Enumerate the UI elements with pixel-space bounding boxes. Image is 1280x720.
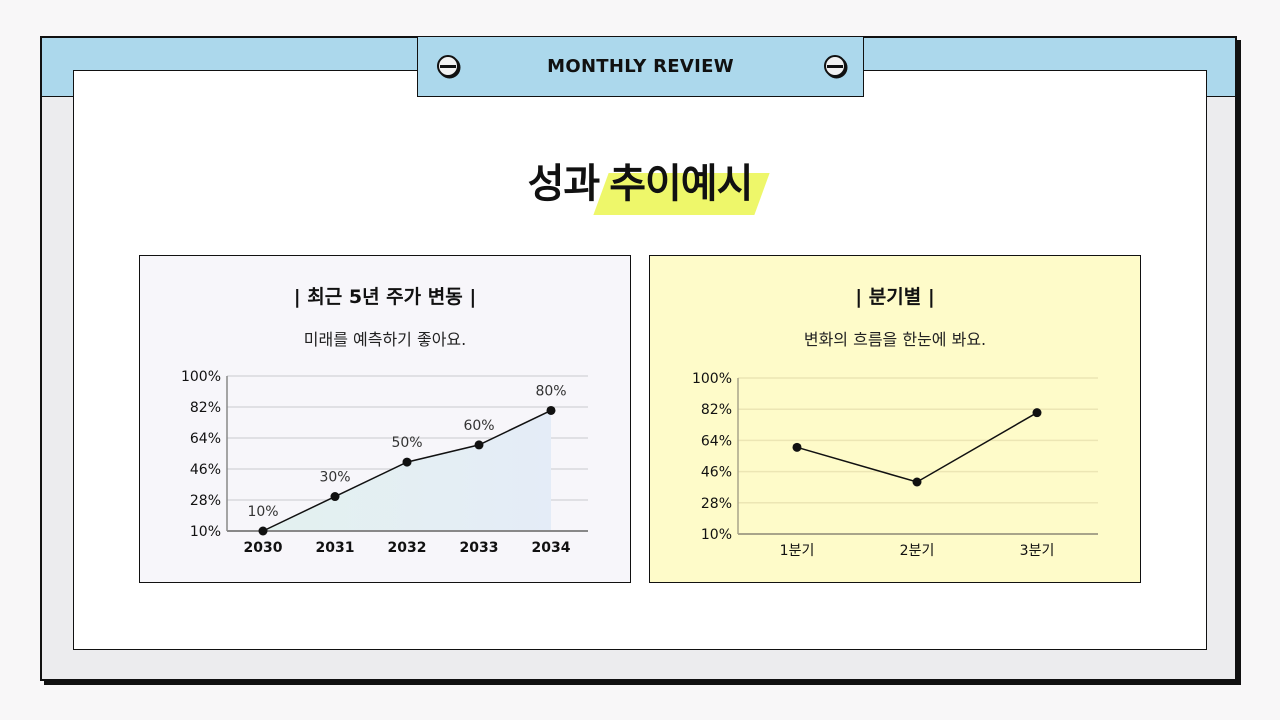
chart-card-5yr: | 최근 5년 주가 변동 | 미래를 예측하기 좋아요. 10% 28% 46% 6… xyxy=(139,255,631,583)
chart-card-quarterly: | 분기별 | 변화의 흐름을 한눈에 봐요. 10% 28% 46% 64% 82% 1… xyxy=(649,255,1141,583)
y-tick-label: 28% xyxy=(190,493,221,509)
y-tick-label: 46% xyxy=(701,465,732,481)
x-tick-label: 3분기 xyxy=(1020,543,1055,559)
data-label: 30% xyxy=(319,470,350,486)
x-tick-label: 2034 xyxy=(532,540,571,556)
data-point xyxy=(912,477,922,487)
y-tick-label: 10% xyxy=(701,527,732,543)
data-label: 60% xyxy=(463,418,494,434)
y-tick-label: 82% xyxy=(190,400,221,416)
screw-icon xyxy=(824,55,846,77)
data-label: 10% xyxy=(247,504,278,520)
card-title: | 최근 5년 주가 변동 | xyxy=(293,286,477,308)
x-tick-label: 2030 xyxy=(244,540,283,556)
screw-icon xyxy=(437,55,459,77)
data-point xyxy=(330,492,340,502)
data-point xyxy=(546,405,556,415)
card-title: | 분기별 | xyxy=(855,286,935,308)
card-subtitle: 미래를 예측하기 좋아요. xyxy=(303,330,467,349)
area-fill xyxy=(263,410,551,531)
area-chart: 10% 28% 46% 64% 82% 100% 10% 2030 30% 2031 50% 2032… xyxy=(181,369,588,556)
x-tick-label: 1분기 xyxy=(780,543,815,559)
data-point xyxy=(258,526,268,536)
y-tick-label: 46% xyxy=(190,462,221,478)
data-point xyxy=(1032,408,1042,418)
header-tab: MONTHLY REVIEW xyxy=(417,36,864,97)
card-subtitle: 변화의 흐름을 한눈에 봐요. xyxy=(803,330,987,349)
y-tick-label: 10% xyxy=(190,524,221,540)
data-point xyxy=(474,440,484,450)
title-highlight: 추이예시 xyxy=(609,161,753,207)
y-tick-label: 64% xyxy=(190,431,221,447)
x-tick-label: 2033 xyxy=(460,540,499,556)
header-tab-label: MONTHLY REVIEW xyxy=(547,56,734,77)
y-tick-label: 100% xyxy=(692,371,732,387)
x-tick-label: 2032 xyxy=(388,540,427,556)
y-tick-label: 64% xyxy=(701,433,732,449)
x-tick-label: 2031 xyxy=(316,540,355,556)
page-title: 성과 추이예시 xyxy=(0,150,1280,210)
data-label: 50% xyxy=(391,435,422,451)
line-chart: 10% 28% 46% 64% 82% 100% 1분기 2분기 3분기 xyxy=(692,371,1098,559)
data-label: 80% xyxy=(535,383,566,399)
x-tick-label: 2분기 xyxy=(900,543,935,559)
y-tick-label: 100% xyxy=(181,369,221,385)
y-tick-label: 82% xyxy=(701,402,732,418)
data-point xyxy=(792,442,802,452)
y-tick-label: 28% xyxy=(701,496,732,512)
title-plain: 성과 xyxy=(527,161,601,207)
data-point xyxy=(402,457,412,467)
